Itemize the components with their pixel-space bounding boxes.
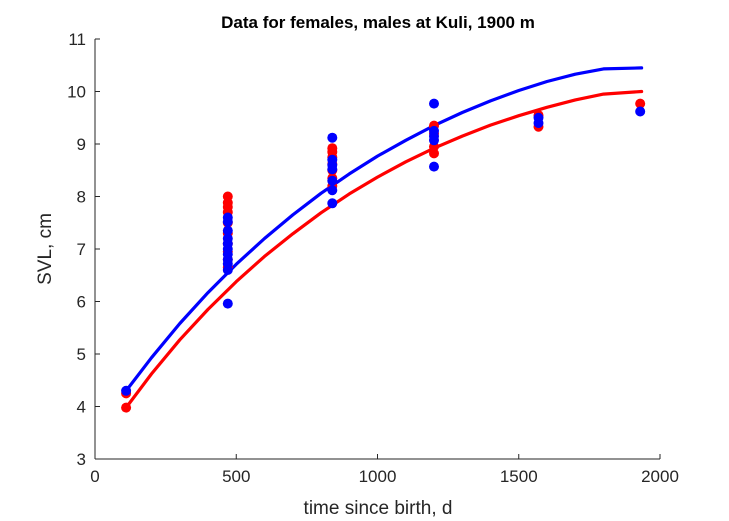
data-point-red [429,148,439,159]
data-point-blue [222,225,233,236]
x-tick-label: 2000 [641,467,679,486]
axes: 0 500 1000 1500 2000 3 4 5 6 7 8 9 10 11 [67,30,679,486]
x-tick-label: 0 [90,467,99,486]
y-tick-label: 10 [67,83,86,102]
y-tick-label: 9 [77,135,86,154]
chart-title: Data for females, males at Kuli, 1900 m [221,13,535,32]
data-point-blue [533,118,544,128]
x-tick-label: 1000 [359,467,397,486]
data-point-blue [429,161,439,172]
y-tick-label: 11 [68,30,86,49]
x-tick-label: 1500 [500,467,538,486]
data-point-blue [327,175,338,186]
data-point-blue [222,216,233,227]
y-tick-label: 8 [77,188,86,207]
data-point-blue [327,198,338,209]
x-tick-label: 500 [222,467,250,486]
data-point-red [635,98,646,109]
data-point-blue [121,385,132,396]
data-point-blue [327,185,338,196]
y-tick-label: 6 [77,293,86,312]
fit-curve-blue [124,66,644,393]
fit-curve-red [124,89,644,410]
y-tick-label: 7 [77,240,86,259]
data-point-red [121,402,132,413]
data-point-blue [327,132,338,143]
x-axis-title: time since birth, d [304,498,453,519]
data-point-blue [222,298,233,309]
y-tick-label: 5 [77,345,86,364]
y-tick-label: 3 [77,450,86,469]
y-tick-label: 4 [77,398,86,417]
data-point-blue [327,164,338,175]
y-axis-title: SVL, cm [35,213,56,285]
plot-area [121,66,646,413]
data-point-blue [429,98,439,109]
data-point-blue [222,265,233,275]
data-point-blue [635,106,646,117]
data-point-blue [429,135,439,146]
